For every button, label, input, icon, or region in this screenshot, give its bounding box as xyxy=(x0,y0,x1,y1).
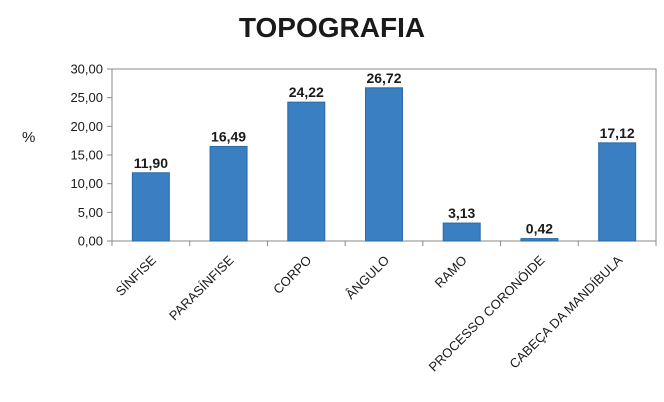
data-label: 11,90 xyxy=(134,155,168,171)
category-label: SÍNFISE xyxy=(113,252,160,299)
chart-title: TOPOGRAFIA xyxy=(238,12,426,43)
bar xyxy=(365,87,403,242)
bar xyxy=(209,145,248,242)
y-axis-label: % xyxy=(22,129,35,146)
bar xyxy=(442,222,481,242)
y-tick-label: 5,00 xyxy=(78,205,103,220)
data-label: 0,42 xyxy=(526,221,553,237)
bar-series xyxy=(131,87,637,242)
category-label: ÂNGULO xyxy=(343,253,392,302)
y-tick-label: 10,00 xyxy=(70,176,103,191)
data-label: 3,13 xyxy=(448,205,475,221)
data-label: 17,12 xyxy=(600,125,635,141)
bar xyxy=(287,101,326,242)
bar xyxy=(598,142,637,242)
data-label: 16,49 xyxy=(211,128,246,144)
data-label: 24,22 xyxy=(289,84,324,100)
y-tick-label: 25,00 xyxy=(70,90,103,105)
category-label: RAMO xyxy=(432,253,470,291)
category-label: CORPO xyxy=(270,253,314,297)
y-tick-label: 0,00 xyxy=(78,234,103,249)
data-label: 26,72 xyxy=(366,70,401,86)
category-labels: SÍNFISE PARASÍNFISE CORPO ÂNGULO RAMOPROCESS… xyxy=(113,252,626,374)
data-labels: 11,90 16,49 24,22 26,72 3,13 0,42 17,12 xyxy=(134,70,635,237)
x-axis xyxy=(111,241,657,246)
bar xyxy=(520,238,559,242)
bar xyxy=(131,172,170,242)
y-tick-label: 30,00 xyxy=(70,62,103,77)
y-axis: 0,00 5,00 10,00 15,00 20,00 25,00 30,00 xyxy=(70,62,112,249)
y-tick-label: 15,00 xyxy=(70,148,103,163)
category-label: PARASÍNFISE xyxy=(166,252,237,323)
y-tick-label: 20,00 xyxy=(70,119,103,134)
